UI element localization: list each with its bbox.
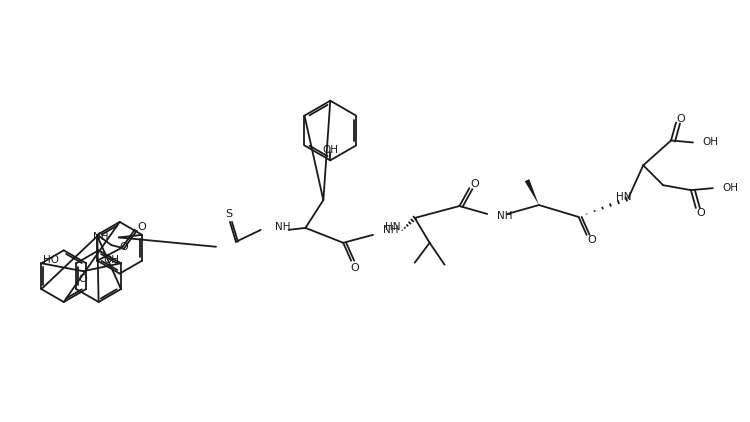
Text: NH: NH xyxy=(383,225,398,235)
Polygon shape xyxy=(525,179,539,205)
Text: O: O xyxy=(587,235,596,245)
Text: OH: OH xyxy=(723,183,739,193)
Text: HN: HN xyxy=(385,222,400,232)
Text: OH: OH xyxy=(104,255,119,265)
Text: S: S xyxy=(226,209,232,219)
Text: O: O xyxy=(470,179,478,189)
Text: O: O xyxy=(119,242,128,252)
Text: HN: HN xyxy=(616,192,632,202)
Text: O: O xyxy=(676,114,686,124)
Text: OH: OH xyxy=(322,146,338,155)
Text: O: O xyxy=(79,274,88,284)
Text: O: O xyxy=(697,208,705,218)
Text: NH: NH xyxy=(94,233,109,242)
Text: HO: HO xyxy=(43,255,58,265)
Text: O: O xyxy=(351,262,359,273)
Text: NH: NH xyxy=(274,222,290,232)
Text: OH: OH xyxy=(703,138,718,147)
Text: O: O xyxy=(137,222,146,232)
Text: NH: NH xyxy=(497,211,513,221)
